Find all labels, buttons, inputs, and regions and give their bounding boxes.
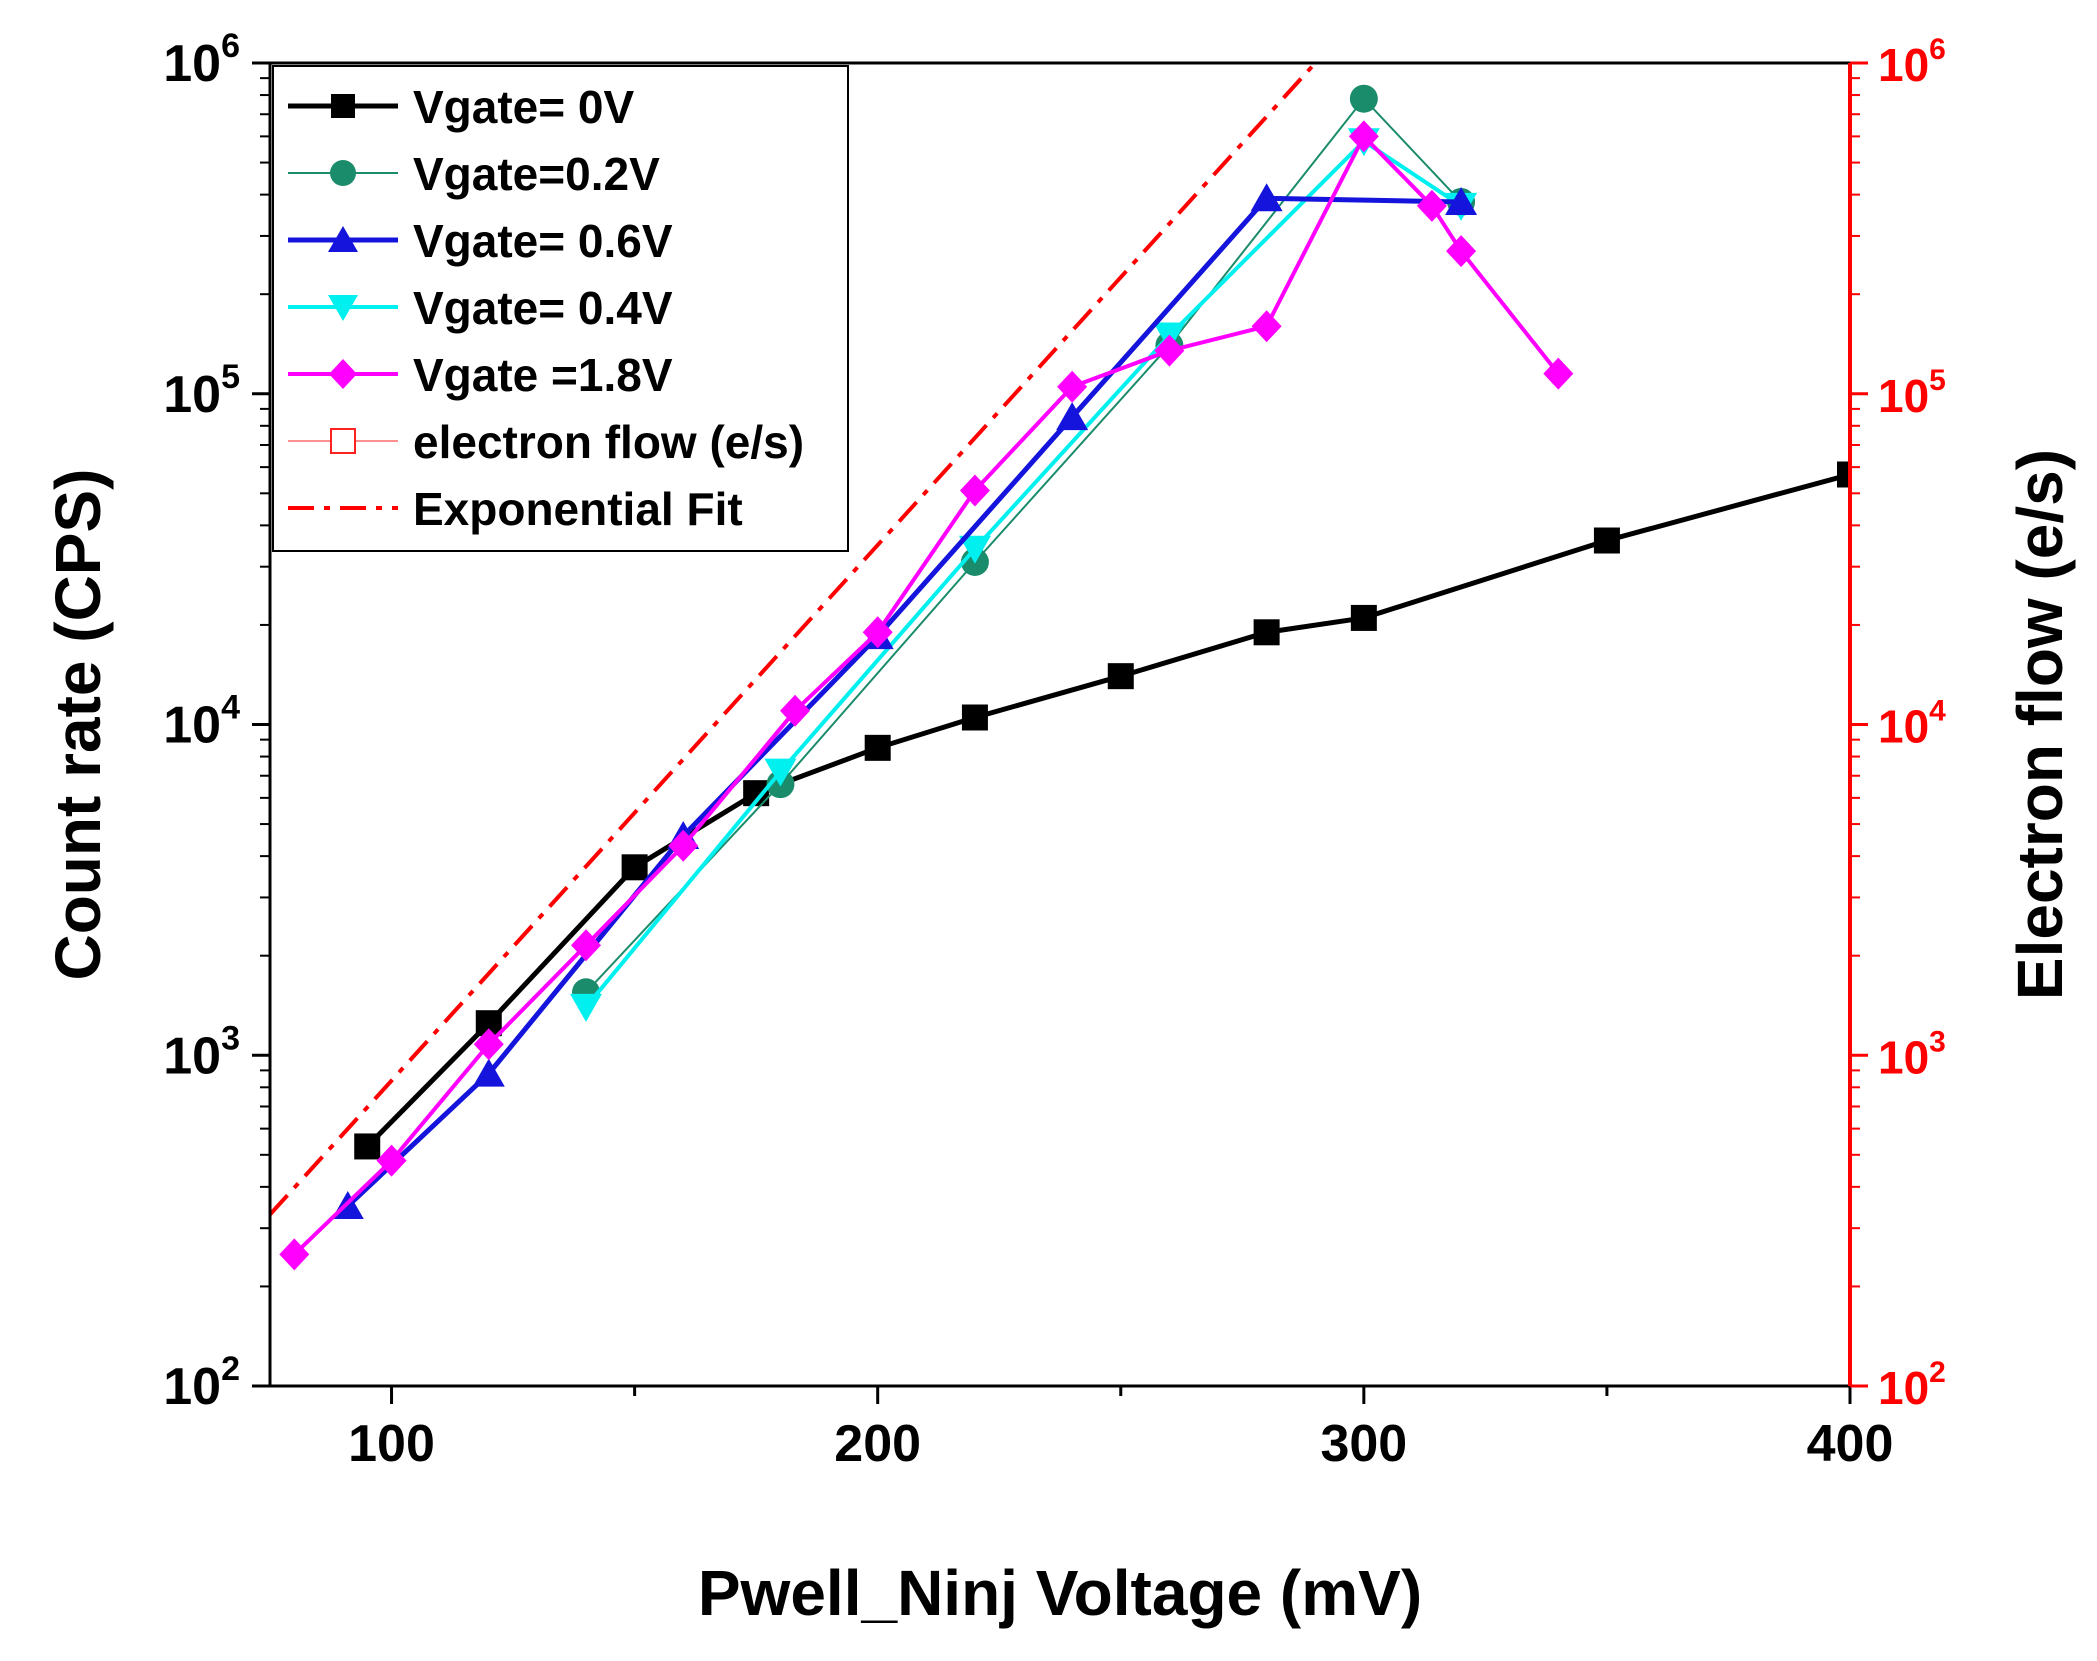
data-point: [1154, 334, 1185, 367]
data-point: [668, 829, 699, 862]
data-point: [1445, 186, 1478, 215]
series-layer: [270, 63, 1850, 1271]
y-tick-exponent-right: 5: [1929, 364, 1946, 397]
legend-swatch-marker: [329, 359, 357, 389]
data-point: [780, 694, 811, 727]
data-point: [1250, 183, 1283, 212]
data-point: [1416, 189, 1447, 222]
data-point: [621, 854, 648, 881]
legend-label: Vgate= 0.6V: [413, 215, 673, 267]
data-point: [961, 704, 988, 731]
data-point: [1543, 357, 1574, 390]
series-line: [585, 97, 1462, 993]
legend-label: Vgate= 0V: [413, 81, 634, 133]
y-tick-exponent: 4: [221, 689, 240, 727]
data-point: [1593, 527, 1620, 554]
y-axis-label-left: Count rate (CPS): [42, 469, 114, 981]
x-tick-label: 400: [1807, 1415, 1894, 1473]
data-point: [1349, 84, 1378, 113]
y-tick-exponent: 5: [221, 358, 240, 396]
data-point: [1350, 604, 1377, 631]
legend: Vgate= 0V Vgate=0.2V Vgate= 0.6V Vgate= 0.4…: [272, 65, 849, 552]
legend-swatch-marker: [331, 94, 355, 118]
legend-label: electron flow (e/s): [413, 416, 804, 468]
legend-swatch-marker: [328, 295, 358, 321]
y-tick-exponent-right: 6: [1929, 33, 1946, 66]
y-tick-label-left: 106: [163, 27, 240, 93]
data-point: [959, 474, 990, 507]
x-tick-label: 200: [834, 1415, 921, 1473]
y-tick-exponent: 3: [221, 1019, 240, 1057]
data-point: [376, 1144, 407, 1177]
data-point: [571, 929, 601, 962]
data-point: [473, 1028, 504, 1061]
data-point: [1348, 120, 1379, 153]
data-point: [1253, 619, 1280, 646]
data-point: [958, 535, 991, 564]
data-point: [1057, 370, 1088, 403]
data-point: [354, 1133, 381, 1160]
data-point: [1251, 310, 1282, 343]
y-axis-label-right: Electron flow (e/s): [2004, 449, 2076, 1000]
legend-label: Vgate= 0.4V: [413, 282, 673, 334]
data-point: [1446, 235, 1477, 268]
legend-swatch-marker: [330, 160, 356, 186]
data-point: [279, 1238, 310, 1271]
data-point: [1107, 663, 1134, 690]
x-tick-label: 100: [348, 1415, 435, 1473]
legend-label: Exponential Fit: [413, 483, 743, 535]
data-point: [1837, 461, 1850, 488]
data-point: [1056, 402, 1089, 431]
y-tick-exponent-right: 2: [1929, 1356, 1946, 1389]
x-tick-label: 300: [1320, 1415, 1407, 1473]
data-point: [570, 993, 602, 1022]
y-tick-exponent: 2: [221, 1350, 240, 1388]
data-point: [864, 734, 891, 761]
legend-label: Vgate =1.8V: [413, 349, 673, 401]
x-axis-label: Pwell_Ninj Voltage (mV): [698, 1557, 1422, 1629]
series-1: [354, 461, 1850, 1160]
y-tick-label-left: 103: [163, 1019, 240, 1085]
data-point: [764, 758, 797, 787]
data-point: [472, 1058, 505, 1087]
y-tick-exponent-right: 3: [1929, 1025, 1946, 1058]
y-tick-exponent-right: 4: [1929, 695, 1946, 728]
series-5: [279, 120, 1574, 1271]
legend-label: Vgate=0.2V: [413, 148, 660, 200]
y-tick-exponent: 6: [221, 27, 240, 65]
legend-swatch-marker: [328, 226, 358, 252]
legend-swatch-marker: [330, 428, 356, 454]
data-point: [862, 616, 893, 649]
